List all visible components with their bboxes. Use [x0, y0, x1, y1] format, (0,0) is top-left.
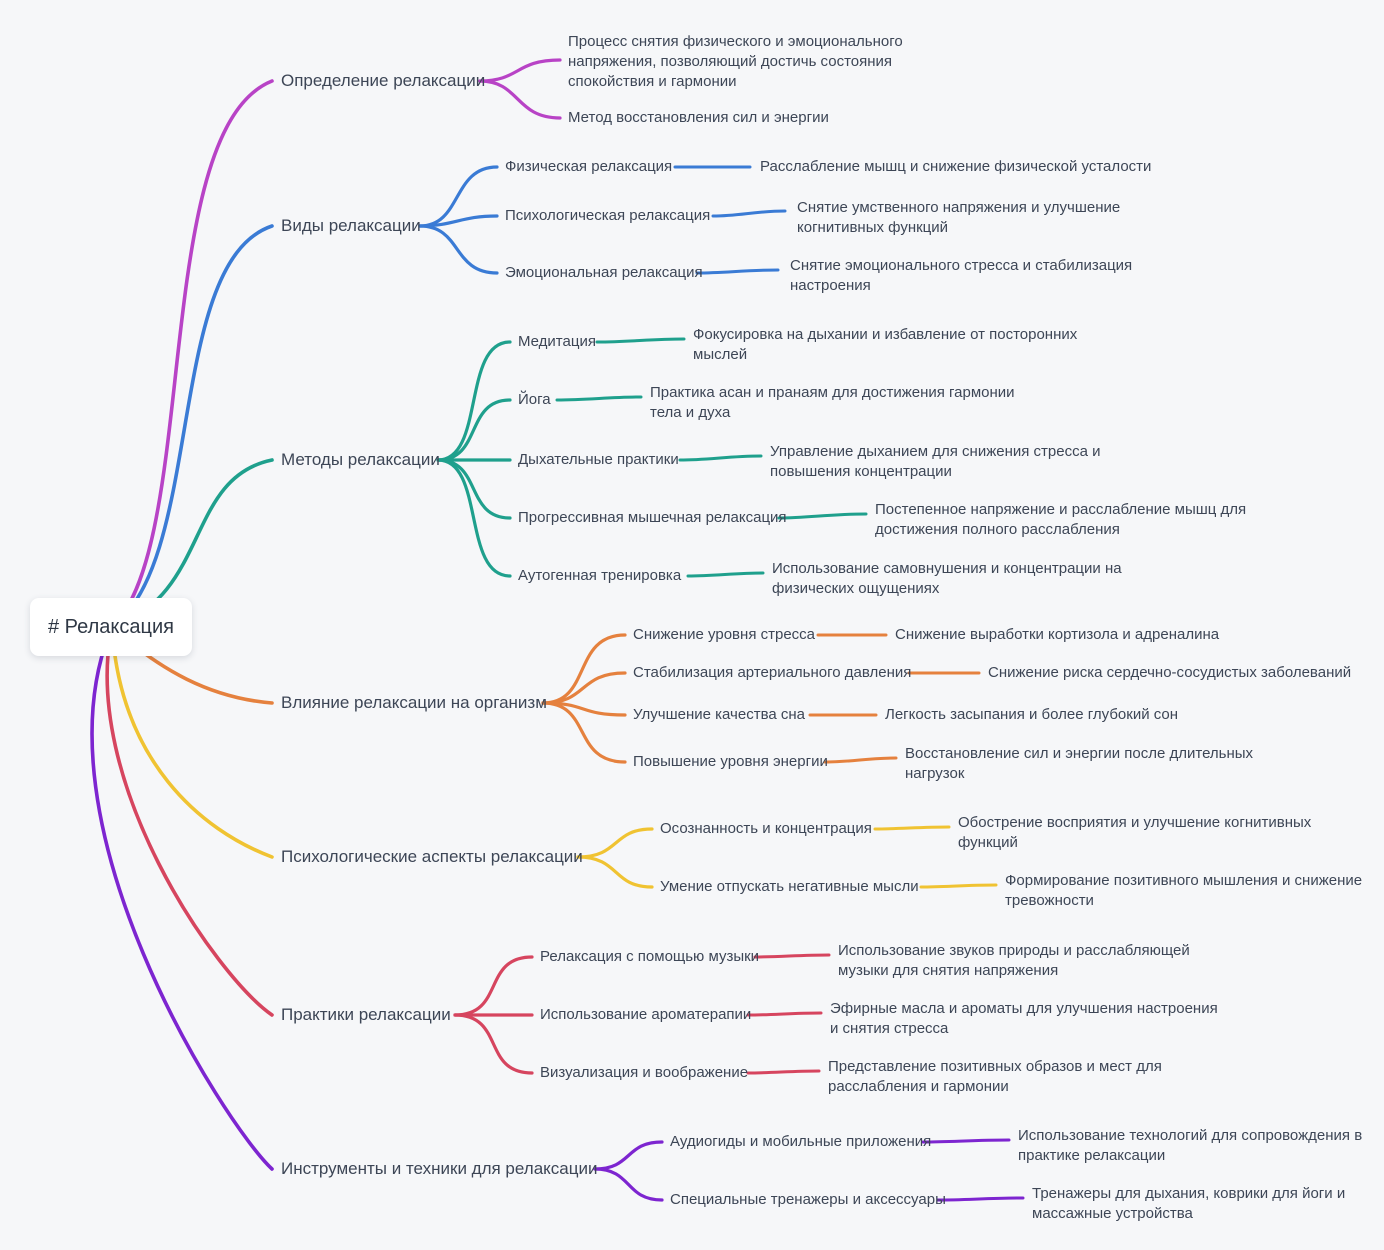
node-label[interactable]: Использование ароматерапии	[540, 1006, 752, 1023]
node-desc[interactable]: Восстановление сил и энергии после длите…	[905, 745, 1254, 782]
node-label[interactable]: Снижение уровня стресса	[633, 626, 815, 643]
branch-definition-label[interactable]: Определение релаксации	[281, 71, 486, 90]
node-label[interactable]: Физическая релаксация	[505, 158, 673, 175]
link-curve	[919, 883, 998, 889]
link-curve	[593, 1140, 664, 1171]
node-label[interactable]: Повышение уровня энергии	[633, 753, 828, 770]
link-curve	[436, 398, 512, 462]
node-desc[interactable]: Использование технологий для сопровожден…	[1018, 1127, 1363, 1164]
node-desc[interactable]: Использование самовнушения и концентраци…	[772, 560, 1122, 597]
link-curve	[746, 1069, 821, 1075]
node-label[interactable]: Дыхательные практики	[518, 451, 679, 468]
link-curve	[593, 1167, 664, 1202]
node-label[interactable]: Умение отпускать негативные мысли	[660, 878, 919, 895]
link-curve	[453, 955, 534, 1017]
node-desc[interactable]: Снижение выработки кортизола и адреналин…	[895, 626, 1220, 643]
node-label[interactable]: Аутогенная тренировка	[518, 567, 682, 584]
link-curve	[711, 209, 787, 218]
node-label[interactable]: Аудиогиды и мобильные приложения	[670, 1133, 932, 1150]
link-curve	[541, 633, 627, 705]
link-curve	[418, 214, 499, 228]
node-desc[interactable]: Легкость засыпания и более глубокий сон	[885, 706, 1179, 723]
node-label[interactable]: Релаксация с помощью музыки	[540, 948, 760, 965]
node-desc[interactable]: Использование звуков природы и расслабля…	[838, 942, 1190, 979]
node-desc[interactable]: Снятие умственного напряжения и улучшени…	[797, 199, 1121, 236]
node-label[interactable]: Психологическая релаксация	[505, 207, 711, 224]
node-desc[interactable]: Снятие эмоционального стресса и стабилиз…	[790, 257, 1133, 294]
node-desc[interactable]: Формирование позитивного мышления и сниж…	[1005, 872, 1363, 909]
node-label[interactable]: Прогрессивная мышечная релаксация	[518, 509, 787, 526]
node-desc[interactable]: Управление дыханием для снижения стресса…	[770, 443, 1101, 480]
link-curve	[678, 454, 763, 462]
node-desc[interactable]: Обострение восприятия и улучшение когнит…	[958, 814, 1312, 851]
link-curve	[921, 1138, 1011, 1144]
node-label[interactable]: Эмоциональная релаксация	[505, 264, 703, 281]
node-desc[interactable]: Представление позитивных образов и мест …	[828, 1058, 1162, 1095]
node-desc[interactable]: Тренажеры для дыхания, коврики для йоги …	[1032, 1185, 1346, 1222]
node-desc[interactable]: Процесс снятия физического и эмоциональн…	[568, 33, 903, 90]
link-curve	[746, 1011, 823, 1017]
link-curve	[753, 953, 831, 959]
link-curve	[555, 395, 643, 402]
link-curve	[686, 571, 765, 578]
link-curve	[90, 625, 274, 1171]
node-desc[interactable]: Фокусировка на дыхании и избавление от п…	[693, 326, 1078, 363]
link-curve	[418, 165, 499, 228]
link-curve	[436, 458, 512, 520]
link-curve	[823, 756, 898, 764]
link-curve	[873, 825, 951, 831]
link-curve	[777, 512, 868, 520]
node-desc[interactable]: Постепенное напряжение и расслабление мы…	[875, 501, 1247, 538]
link-curve	[576, 827, 654, 859]
branch-methods-label[interactable]: Методы релаксации	[281, 450, 440, 469]
link-curve	[595, 337, 686, 344]
node-label[interactable]: Йога	[518, 391, 551, 408]
node-label[interactable]: Осознанность и концентрация	[660, 820, 872, 837]
node-desc[interactable]: Расслабление мышц и снижение физической …	[760, 158, 1152, 175]
link-curve	[453, 1013, 534, 1075]
branch-effects-label[interactable]: Влияние релаксации на организм	[281, 693, 547, 712]
link-curve	[418, 224, 499, 275]
branch-types-label[interactable]: Виды релаксации	[281, 216, 421, 235]
link-curve	[541, 671, 627, 705]
link-curve	[695, 268, 780, 275]
link-curve	[110, 79, 274, 629]
branch-tools-label[interactable]: Инструменты и техники для релаксации	[281, 1159, 598, 1178]
link-curve	[436, 458, 512, 578]
branch-psych-aspects-label[interactable]: Психологические аспекты релаксации	[281, 847, 583, 866]
link-curve	[576, 855, 654, 889]
link-curve	[436, 340, 512, 462]
node-desc[interactable]: Практика асан и пранаям для достижения г…	[650, 384, 1015, 421]
branch-practices-label[interactable]: Практики релаксации	[281, 1005, 451, 1024]
node-label[interactable]: Визуализация и воображение	[540, 1064, 749, 1081]
link-curve	[110, 625, 274, 859]
node-desc[interactable]: Метод восстановления сил и энергии	[568, 109, 829, 126]
link-curve	[936, 1196, 1025, 1202]
link-curve	[110, 224, 274, 629]
node-label[interactable]: Стабилизация артериального давления	[633, 664, 912, 681]
node-label[interactable]: Медитация	[518, 333, 596, 350]
node-label[interactable]: Улучшение качества сна	[633, 706, 806, 723]
link-curve	[478, 58, 562, 83]
link-curve	[478, 79, 562, 120]
node-desc[interactable]: Снижение риска сердечно-сосудистых забол…	[988, 664, 1352, 681]
link-curve	[105, 625, 274, 1017]
node-label[interactable]: Специальные тренажеры и аксессуары	[670, 1191, 946, 1208]
node-desc[interactable]: Эфирные масла и ароматы для улучшения на…	[830, 1000, 1218, 1037]
root-node[interactable]: # Релаксация	[30, 598, 192, 656]
link-curve	[541, 701, 627, 764]
